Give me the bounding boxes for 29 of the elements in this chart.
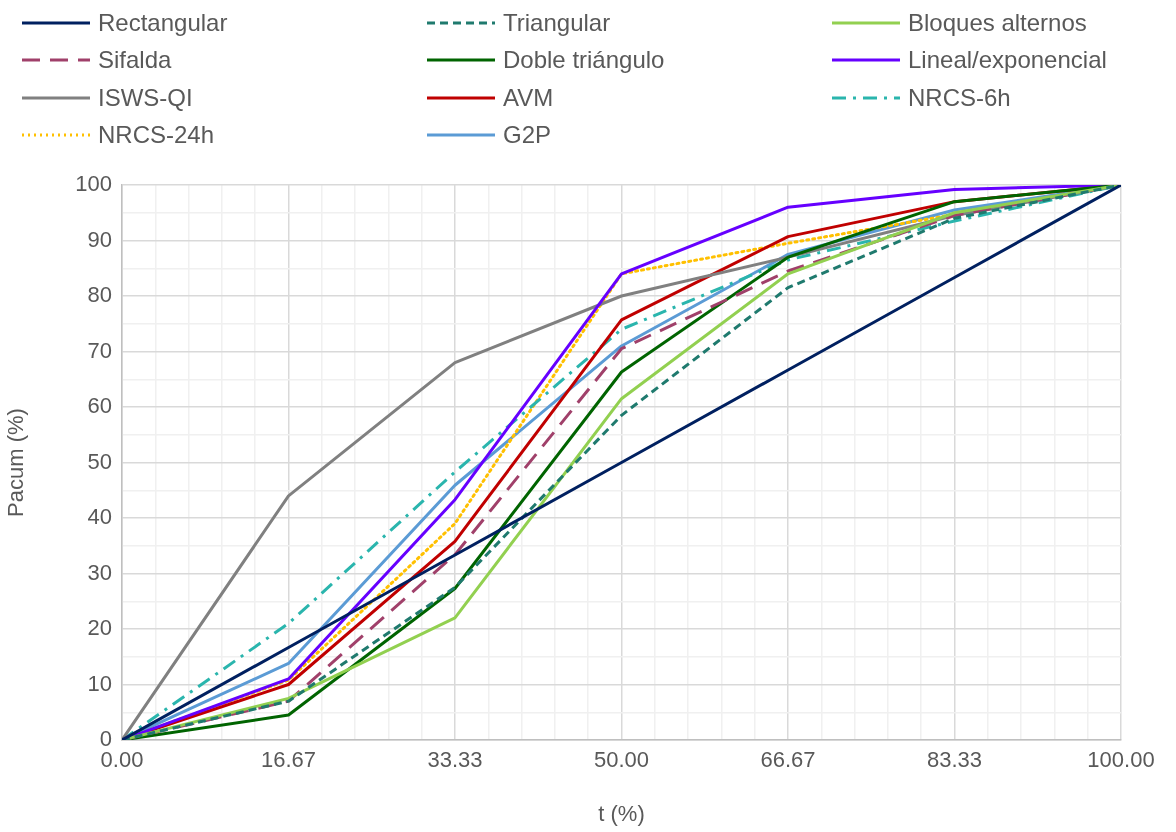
legend-label: Sifalda <box>98 46 172 75</box>
y-tick-label: 50 <box>87 448 112 474</box>
y-tick-label: 80 <box>87 282 112 308</box>
x-tick-label: 66.67 <box>760 747 816 773</box>
legend-label: Doble triángulo <box>503 46 665 75</box>
x-axis-title: t (%) <box>598 800 645 826</box>
legend-label: Rectangular <box>98 8 228 37</box>
y-tick-label: 30 <box>87 559 112 585</box>
x-tick-label: 83.33 <box>926 747 982 773</box>
y-tick-label: 70 <box>87 337 112 363</box>
legend-label: AVM <box>503 83 554 112</box>
y-tick-label: 100 <box>75 171 112 197</box>
legend-label: G2P <box>503 121 552 150</box>
x-tick-label: 100.00 <box>1087 747 1155 773</box>
legend-label: ISWS-QI <box>98 83 193 112</box>
legend-label: Bloques alternos <box>908 8 1087 37</box>
x-tick-label: 33.33 <box>427 747 483 773</box>
legend-label: Lineal/exponencial <box>908 46 1107 75</box>
y-tick-label: 10 <box>87 670 112 696</box>
y-tick-label: 60 <box>87 393 112 419</box>
y-tick-label: 20 <box>87 615 112 641</box>
y-tick-label: 40 <box>87 504 112 530</box>
x-tick-label: 50.00 <box>593 747 650 773</box>
legend-label: NRCS-6h <box>908 83 1011 112</box>
y-tick-label: 90 <box>87 226 112 252</box>
legend-label: NRCS-24h <box>98 121 215 150</box>
legend-label: Triangular <box>503 8 611 37</box>
x-tick-label: 16.67 <box>261 747 317 773</box>
y-axis-title: Pacum (%) <box>3 408 29 517</box>
